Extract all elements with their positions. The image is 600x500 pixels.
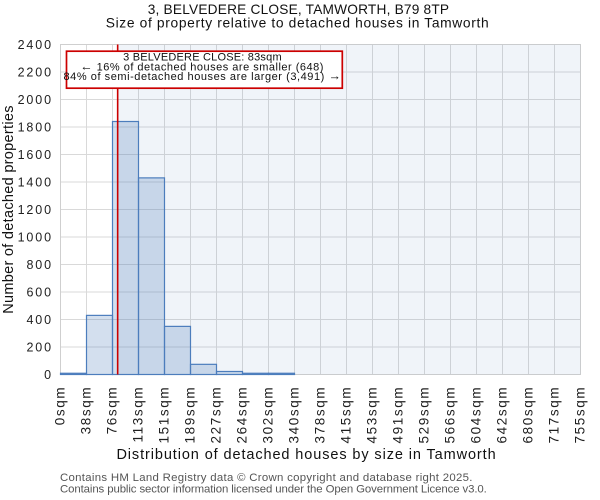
svg-text:1200: 1200 <box>18 203 53 217</box>
svg-text:76sqm: 76sqm <box>105 386 120 435</box>
svg-text:0sqm: 0sqm <box>53 386 68 425</box>
svg-text:529sqm: 529sqm <box>417 386 432 444</box>
svg-text:227sqm: 227sqm <box>209 386 224 444</box>
svg-text:0: 0 <box>44 368 53 382</box>
svg-text:302sqm: 302sqm <box>261 386 276 444</box>
svg-text:Contains HM Land Registry data: Contains HM Land Registry data © Crown c… <box>60 472 473 484</box>
svg-text:415sqm: 415sqm <box>339 386 354 444</box>
svg-text:1000: 1000 <box>18 230 53 244</box>
svg-text:491sqm: 491sqm <box>391 386 406 444</box>
svg-text:Contains public sector informa: Contains public sector information licen… <box>60 484 487 496</box>
svg-text:642sqm: 642sqm <box>495 386 510 444</box>
svg-text:1400: 1400 <box>18 175 53 189</box>
svg-text:2400: 2400 <box>18 38 53 52</box>
svg-text:Size of property relative to d: Size of property relative to detached ho… <box>106 16 490 31</box>
svg-text:189sqm: 189sqm <box>183 386 198 444</box>
svg-text:38sqm: 38sqm <box>79 386 94 435</box>
svg-text:← 16% of detached houses are s: ← 16% of detached houses are smaller (64… <box>80 59 324 73</box>
svg-text:600: 600 <box>26 285 53 299</box>
svg-text:84% of semi-detached houses ar: 84% of semi-detached houses are larger (… <box>64 69 342 83</box>
svg-text:566sqm: 566sqm <box>443 386 458 444</box>
svg-text:680sqm: 680sqm <box>521 386 536 444</box>
svg-text:340sqm: 340sqm <box>287 386 302 444</box>
svg-text:3, BELVEDERE CLOSE, TAMWORTH,: 3, BELVEDERE CLOSE, TAMWORTH, B79 8TP <box>148 2 450 17</box>
svg-text:755sqm: 755sqm <box>573 386 588 444</box>
svg-text:Distribution of detached house: Distribution of detached houses by size … <box>116 447 496 463</box>
svg-text:2200: 2200 <box>18 65 53 79</box>
svg-text:200: 200 <box>26 340 53 354</box>
svg-text:717sqm: 717sqm <box>547 386 562 444</box>
svg-text:264sqm: 264sqm <box>235 386 250 444</box>
svg-text:113sqm: 113sqm <box>131 386 146 443</box>
svg-text:Number of detached properties: Number of detached properties <box>1 105 17 314</box>
svg-text:151sqm: 151sqm <box>157 386 172 444</box>
svg-text:3 BELVEDERE CLOSE: 83sqm: 3 BELVEDERE CLOSE: 83sqm <box>123 52 282 64</box>
svg-text:453sqm: 453sqm <box>365 386 380 444</box>
svg-text:2000: 2000 <box>18 93 53 107</box>
svg-text:400: 400 <box>26 313 53 327</box>
svg-text:1600: 1600 <box>18 148 53 162</box>
svg-text:604sqm: 604sqm <box>469 386 484 444</box>
svg-text:1800: 1800 <box>18 120 53 134</box>
svg-text:800: 800 <box>26 258 53 272</box>
svg-text:378sqm: 378sqm <box>313 386 328 444</box>
